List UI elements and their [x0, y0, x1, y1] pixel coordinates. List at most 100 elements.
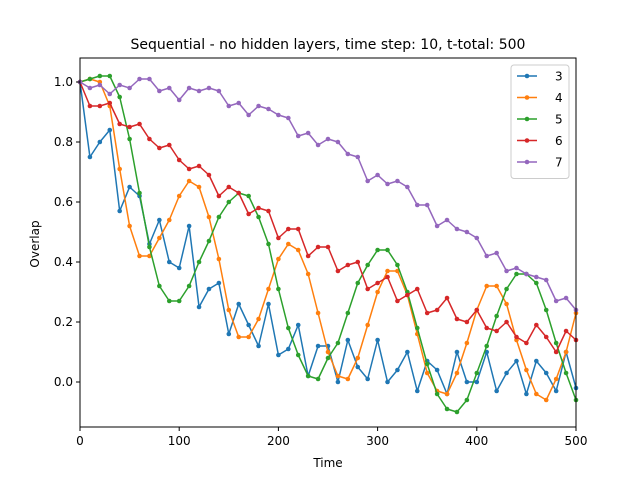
data-point-6 [107, 100, 113, 106]
data-point-6 [216, 193, 222, 199]
data-point-4 [137, 253, 142, 259]
data-point-3 [405, 349, 410, 355]
data-point-3 [127, 184, 132, 190]
data-point-6 [295, 226, 301, 232]
data-point-4 [355, 355, 361, 361]
data-point-4 [147, 253, 152, 259]
data-point-4 [454, 370, 460, 376]
data-point-3 [186, 223, 192, 229]
data-point-6 [514, 334, 519, 340]
data-point-5 [196, 259, 202, 265]
data-point-7 [385, 181, 390, 187]
data-point-5 [117, 94, 122, 100]
data-point-4 [216, 256, 222, 262]
data-point-6 [385, 274, 390, 280]
data-point-6 [315, 244, 321, 250]
data-point-4 [315, 310, 321, 316]
legend-marker-5 [524, 116, 530, 122]
data-point-4 [206, 214, 212, 220]
data-point-3 [266, 301, 271, 307]
data-point-6 [395, 298, 400, 304]
data-point-5 [226, 199, 232, 205]
data-point-3 [97, 139, 103, 145]
data-point-3 [226, 331, 232, 337]
legend-label-6: 6 [555, 134, 563, 148]
data-point-6 [325, 244, 331, 250]
data-point-4 [534, 391, 539, 397]
data-point-7 [434, 223, 440, 229]
data-point-6 [266, 208, 271, 214]
data-point-6 [335, 268, 341, 274]
y-tick-label: 0.0 [54, 375, 73, 389]
legend: 3 4 5 6 7 [510, 64, 570, 179]
legend-marker-7 [524, 159, 530, 165]
data-point-5 [385, 247, 390, 253]
data-point-3 [107, 127, 113, 133]
data-point-5 [434, 391, 440, 397]
data-point-7 [335, 139, 341, 145]
data-point-5 [266, 241, 271, 247]
data-point-3 [553, 388, 559, 394]
data-point-5 [87, 76, 93, 82]
data-point-6 [504, 319, 509, 325]
data-point-6 [454, 316, 460, 322]
data-point-3 [464, 379, 470, 385]
y-tick-label: 0.4 [54, 255, 73, 269]
legend-marker-4 [524, 95, 530, 100]
data-point-6 [414, 286, 420, 292]
series-layer [77, 73, 579, 415]
data-point-3 [157, 217, 162, 223]
legend-label-4: 4 [555, 91, 563, 105]
data-point-3 [345, 337, 351, 343]
data-point-4 [266, 286, 271, 292]
data-point-5 [305, 373, 311, 379]
data-point-6 [534, 322, 539, 328]
data-point-5 [355, 280, 361, 286]
y-tick-label: 1.0 [54, 75, 73, 89]
data-point-6 [365, 286, 370, 292]
data-point-6 [286, 226, 291, 232]
data-point-5 [127, 136, 132, 142]
data-point-7 [474, 235, 480, 241]
data-point-7 [117, 82, 122, 88]
data-point-3 [494, 388, 499, 394]
data-point-3 [315, 343, 321, 349]
data-point-7 [186, 85, 192, 91]
data-point-5 [186, 283, 192, 289]
data-point-7 [395, 178, 400, 184]
data-point-7 [534, 274, 539, 280]
data-point-4 [176, 193, 182, 199]
data-point-6 [474, 307, 480, 313]
data-point-5 [563, 370, 569, 376]
legend-marker-3 [524, 73, 530, 79]
legend-label-3: 3 [555, 70, 563, 84]
data-point-6 [563, 328, 569, 334]
data-point-4 [236, 334, 242, 340]
data-point-7 [286, 115, 291, 121]
chart-title: Sequential - no hidden layers, time step… [131, 37, 526, 53]
data-point-5 [534, 280, 539, 286]
data-point-4 [345, 376, 351, 382]
data-point-7 [345, 151, 351, 157]
data-point-5 [216, 214, 222, 220]
data-point-3 [236, 301, 242, 307]
data-point-5 [424, 361, 430, 367]
data-point-3 [117, 208, 122, 214]
data-point-3 [216, 280, 222, 286]
data-point-6 [147, 136, 152, 142]
data-point-5 [286, 325, 291, 331]
y-tick-label: 0.2 [54, 315, 73, 329]
x-tick-label: 300 [366, 434, 389, 448]
data-point-4 [325, 349, 331, 355]
data-point-6 [226, 184, 232, 190]
data-point-4 [186, 178, 192, 184]
data-point-6 [494, 328, 499, 334]
data-point-5 [494, 313, 499, 319]
data-point-6 [464, 319, 470, 325]
data-point-4 [524, 367, 529, 373]
data-point-5 [365, 262, 370, 268]
data-point-5 [107, 73, 113, 79]
y-tick-label: 0.8 [54, 135, 73, 149]
data-point-3 [474, 379, 480, 385]
